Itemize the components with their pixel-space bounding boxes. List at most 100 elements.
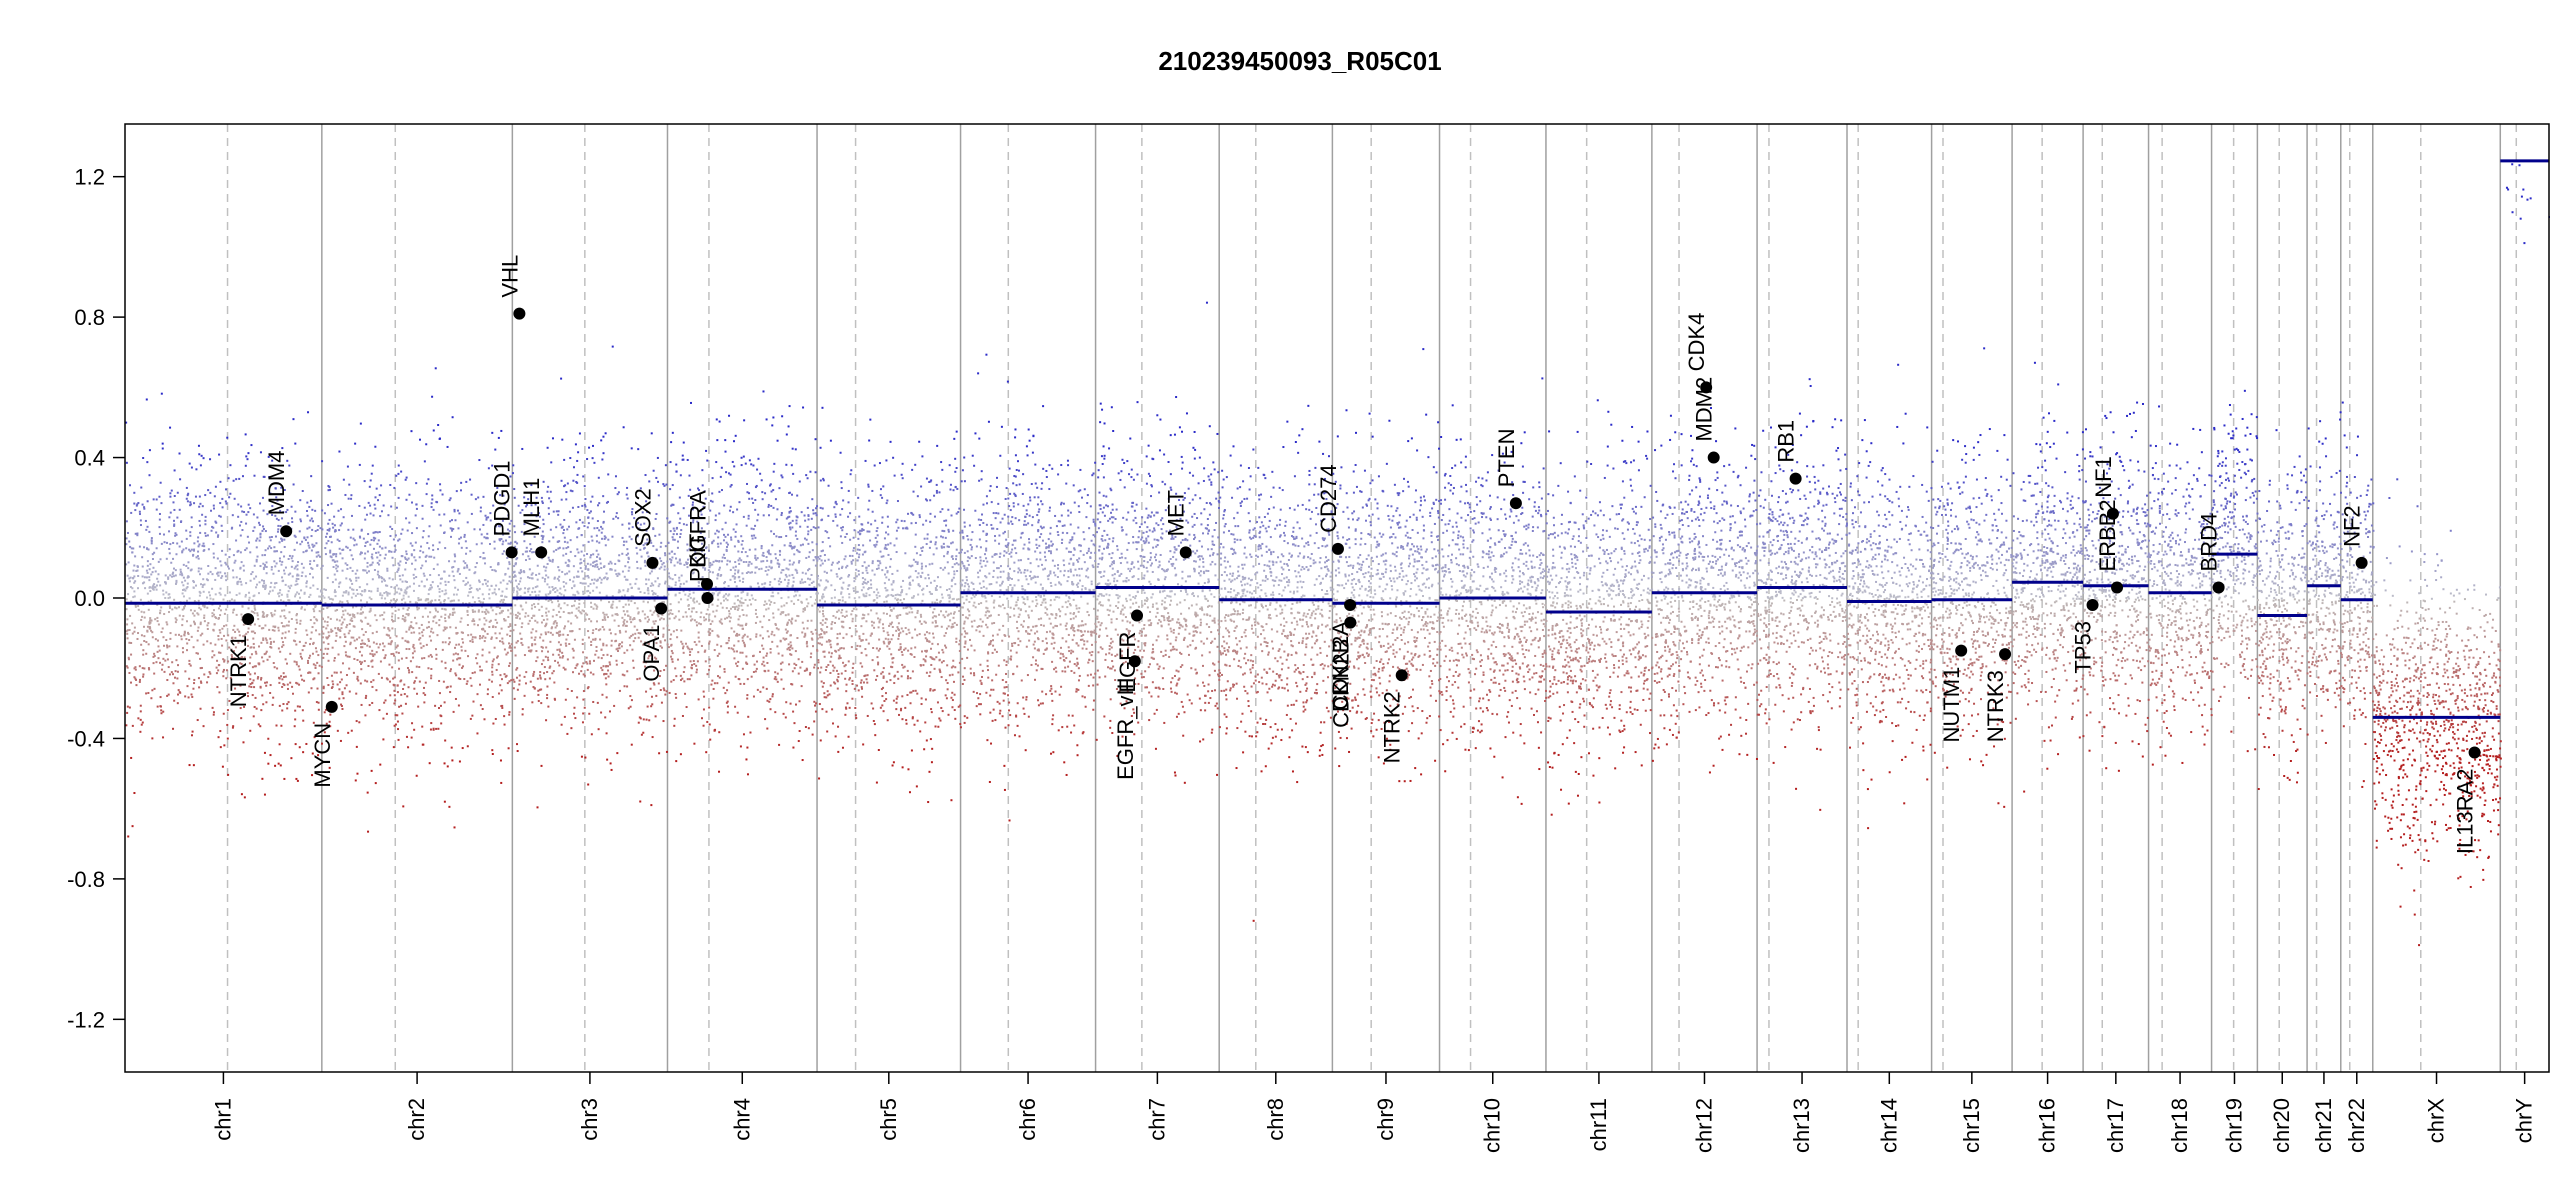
gene-marker-cdkn2b: CDKN2B: [1328, 616, 1357, 728]
gene-label: NTRK1: [226, 635, 251, 707]
gene-point: [701, 592, 714, 604]
x-tick-label-chr3: chr3: [577, 1098, 602, 1141]
gene-point: [1509, 497, 1522, 510]
gene-marker-nutm1: NUTM1: [1939, 644, 1968, 743]
y-axis: -1.2 -0.8 -0.4 0.0 0.4 0.8 1.2: [67, 165, 125, 1032]
x-tick-label-chr10: chr10: [1480, 1098, 1505, 1153]
chart-title: 210239450093_R05C01: [1158, 46, 1441, 76]
gene-marker-brd4: BRD4: [2197, 513, 2225, 594]
gene-marker-nf2: NF2: [2340, 505, 2368, 569]
gene-marker-met: MET: [1164, 490, 1192, 559]
x-tick-label-chr20: chr20: [2269, 1098, 2294, 1153]
gene-point: [2106, 507, 2119, 520]
gene-label: MYCN: [310, 723, 335, 788]
x-tick-label-chrY: chrY: [2512, 1098, 2537, 1144]
gene-point: [1179, 546, 1192, 559]
x-tick-label-chr6: chr6: [1015, 1098, 1040, 1141]
gene-markers: NTRK1 MDM4 MYCN PDGD1 VHL MLH1 SOX2 OPA1 KITPDGF…: [226, 255, 2481, 854]
x-tick-label-chr14: chr14: [1876, 1098, 1901, 1153]
gene-point: [1707, 451, 1720, 464]
gene-label: NF1: [2091, 456, 2116, 498]
gene-point: [2086, 599, 2099, 612]
y-tick-label: 0.0: [74, 586, 105, 611]
x-tick-label-chr12: chr12: [1691, 1098, 1716, 1153]
x-tick-label-chr13: chr13: [1789, 1098, 1814, 1153]
gene-point: [325, 700, 338, 713]
centromere-lines: [226, 124, 2518, 1072]
gene-marker-tp53: TP53: [2071, 599, 2099, 674]
gene-label: CDKN2A: [1328, 621, 1353, 711]
gene-point: [1955, 644, 1968, 657]
x-tick-label-chr21: chr21: [2311, 1098, 2336, 1153]
x-tick-label-chr4: chr4: [729, 1098, 754, 1141]
gene-point: [535, 546, 548, 559]
gene-point: [1999, 648, 2012, 661]
gene-marker-opa1: OPA1: [639, 602, 668, 682]
gene-marker-ntrk2: NTRK2: [1380, 669, 1408, 763]
gene-point: [2355, 556, 2368, 569]
y-tick-label: 1.2: [74, 165, 105, 190]
gene-marker-egfr-viii: EGFR_vIII: [1113, 655, 1141, 780]
gene-label: MLH1: [519, 478, 544, 537]
gene-point: [1395, 669, 1408, 682]
gene-label: IL13RA2: [2453, 768, 2478, 854]
gene-marker-vhl: VHL: [497, 255, 526, 320]
gene-marker-cd274: CD274: [1316, 464, 1344, 555]
x-tick-label-chr2: chr2: [404, 1098, 429, 1141]
gene-label: MDM4: [264, 451, 289, 516]
gene-marker-mdm4: MDM4: [264, 451, 293, 538]
gene-point: [646, 556, 659, 569]
y-tick-label: -0.4: [67, 726, 105, 751]
x-tick-label-chr7: chr7: [1144, 1098, 1169, 1141]
gene-marker-cdkn2a: CDKN2A: [1328, 599, 1357, 711]
y-tick-label: -0.8: [67, 867, 105, 892]
probe-points: [125, 163, 2550, 947]
gene-label: BRD4: [2197, 513, 2222, 572]
gene-label: KIT: [685, 534, 710, 568]
gene-label: NTRK2: [1380, 691, 1405, 763]
gene-point: [655, 602, 668, 615]
gene-point: [1344, 599, 1357, 612]
gene-point: [280, 525, 293, 538]
gene-point: [513, 307, 526, 320]
gene-marker-rb1: RB1: [1774, 420, 1802, 485]
gene-label: OPA1: [639, 625, 664, 682]
gene-label: MET: [1164, 490, 1189, 536]
gene-marker-pten: PTEN: [1494, 429, 1522, 510]
x-tick-label-chr18: chr18: [2167, 1098, 2192, 1153]
gene-label: PDGD1: [490, 461, 515, 537]
gene-point: [701, 577, 714, 590]
gene-label: RB1: [1774, 420, 1799, 463]
gene-marker-pdgfra: PDGFRA: [685, 490, 714, 604]
x-tick-label-chr16: chr16: [2035, 1098, 2060, 1153]
y-tick-label: 0.4: [74, 446, 105, 471]
gene-label: NUTM1: [1939, 667, 1964, 743]
gene-marker-cdk4: CDK4: [1684, 313, 1713, 394]
gene-marker-mycn: MYCN: [310, 700, 338, 788]
gene-marker-egfr: EGFR: [1115, 609, 1144, 693]
gene-point: [2212, 581, 2225, 594]
x-tick-label-chr15: chr15: [1959, 1098, 1984, 1153]
gene-label: EGFR_vIII: [1113, 677, 1138, 780]
x-tick-label-chr8: chr8: [1263, 1098, 1288, 1141]
gene-label: PTEN: [1494, 429, 1519, 488]
gene-label: SOX2: [630, 488, 655, 547]
gene-label: VHL: [497, 255, 522, 298]
gene-point: [2111, 581, 2124, 594]
x-tick-label-chr1: chr1: [210, 1098, 235, 1141]
x-axis: chr1 chr2 chr3 chr4 chr5 chr6 chr7 chr8 chr9 chr1…: [210, 1072, 2537, 1153]
x-tick-label-chr5: chr5: [876, 1098, 901, 1141]
gene-point: [505, 546, 518, 559]
gene-label: PDGFRA: [685, 490, 710, 582]
gene-marker-ntrk1: NTRK1: [226, 613, 255, 707]
gene-marker-sox2: SOX2: [630, 488, 659, 569]
y-tick-label: 0.8: [74, 305, 105, 330]
gene-label: NTRK3: [1983, 670, 2008, 742]
gene-point: [2468, 746, 2481, 759]
gene-marker-ntrk3: NTRK3: [1983, 648, 2012, 742]
gene-label: CDK4: [1684, 313, 1709, 372]
y-tick-label: -1.2: [67, 1007, 105, 1032]
gene-point: [242, 613, 255, 626]
gene-label: CD274: [1316, 464, 1341, 532]
